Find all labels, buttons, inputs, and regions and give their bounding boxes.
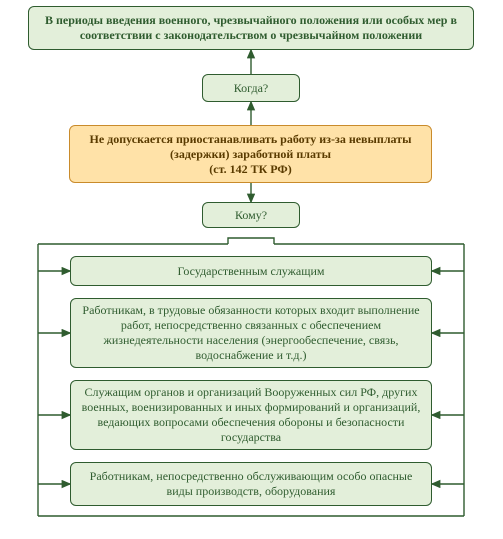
box-main: Не допускается приостанавливать работу и…: [69, 125, 432, 183]
box-category-3-text: Служащим органов и организаций Вооруженн…: [81, 385, 421, 445]
box-category-4-text: Работникам, непосредственно обслуживающи…: [81, 469, 421, 499]
box-whom: Кому?: [202, 202, 300, 228]
box-category-2: Работникам, в трудовые обязанности котор…: [70, 298, 432, 368]
box-category-1: Государственным служащим: [70, 256, 432, 286]
box-category-2-text: Работникам, в трудовые обязанности котор…: [81, 303, 421, 363]
diagram-canvas: В периоды введения военного, чрезвычайно…: [0, 0, 503, 539]
box-category-1-text: Государственным служащим: [177, 264, 324, 279]
box-main-text: Не допускается приостанавливать работу и…: [80, 132, 421, 177]
box-whom-text: Кому?: [235, 208, 267, 223]
box-period: В периоды введения военного, чрезвычайно…: [28, 6, 474, 50]
box-category-3: Служащим органов и организаций Вооруженн…: [70, 380, 432, 450]
box-category-4: Работникам, непосредственно обслуживающи…: [70, 462, 432, 506]
box-period-text: В периоды введения военного, чрезвычайно…: [39, 13, 463, 43]
box-when-text: Когда?: [234, 81, 269, 96]
box-when: Когда?: [202, 74, 300, 102]
